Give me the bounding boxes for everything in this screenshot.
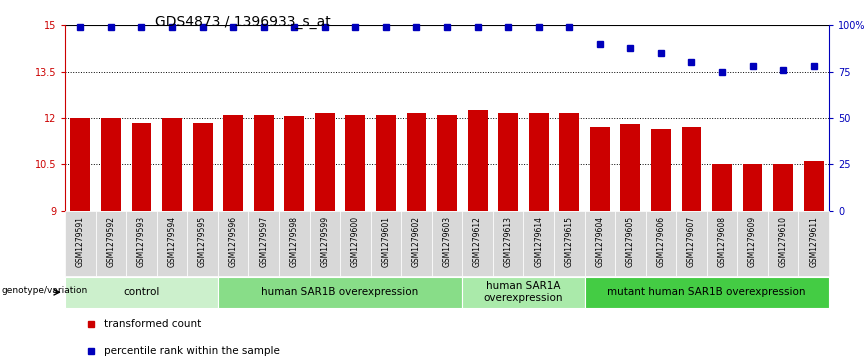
Bar xyxy=(406,113,426,211)
Bar xyxy=(468,110,488,211)
Bar xyxy=(681,127,701,211)
Bar xyxy=(340,211,371,276)
Bar xyxy=(279,211,310,276)
Bar xyxy=(315,113,335,211)
Bar xyxy=(65,277,218,308)
Text: GSM1279599: GSM1279599 xyxy=(320,216,329,267)
Bar xyxy=(157,211,187,276)
Text: percentile rank within the sample: percentile rank within the sample xyxy=(104,346,280,356)
Text: GSM1279608: GSM1279608 xyxy=(718,216,727,267)
Text: human SAR1B overexpression: human SAR1B overexpression xyxy=(261,287,418,297)
Text: GSM1279615: GSM1279615 xyxy=(565,216,574,267)
Text: GSM1279607: GSM1279607 xyxy=(687,216,696,267)
Bar xyxy=(248,211,279,276)
Text: GSM1279592: GSM1279592 xyxy=(107,216,115,267)
Text: GSM1279595: GSM1279595 xyxy=(198,216,207,267)
Text: GSM1279602: GSM1279602 xyxy=(412,216,421,267)
Text: GSM1279596: GSM1279596 xyxy=(228,216,238,267)
Bar xyxy=(523,211,554,276)
Bar xyxy=(646,211,676,276)
Bar xyxy=(773,164,793,211)
Bar xyxy=(376,115,396,211)
Bar xyxy=(345,115,365,211)
Text: human SAR1A
overexpression: human SAR1A overexpression xyxy=(483,281,563,303)
Bar xyxy=(70,118,90,211)
Bar xyxy=(651,129,671,211)
Text: transformed count: transformed count xyxy=(104,319,201,329)
Text: GSM1279593: GSM1279593 xyxy=(137,216,146,267)
Text: control: control xyxy=(123,287,160,297)
Text: GSM1279598: GSM1279598 xyxy=(290,216,299,267)
Bar xyxy=(590,127,609,211)
Bar xyxy=(615,211,646,276)
Text: GSM1279614: GSM1279614 xyxy=(534,216,543,267)
Text: GDS4873 / 1396933_s_at: GDS4873 / 1396933_s_at xyxy=(155,15,331,29)
Bar xyxy=(676,211,707,276)
Bar xyxy=(498,113,518,211)
Bar xyxy=(737,211,768,276)
Text: GSM1279604: GSM1279604 xyxy=(595,216,604,267)
Bar xyxy=(101,118,121,211)
Bar xyxy=(437,115,457,211)
Text: genotype/variation: genotype/variation xyxy=(1,286,88,295)
Text: mutant human SAR1B overexpression: mutant human SAR1B overexpression xyxy=(608,287,806,297)
Bar xyxy=(584,277,829,308)
Bar xyxy=(285,117,304,211)
Bar xyxy=(554,211,584,276)
Bar xyxy=(132,123,151,211)
Bar xyxy=(463,277,584,308)
Bar xyxy=(193,123,213,211)
Text: GSM1279610: GSM1279610 xyxy=(779,216,787,267)
Text: GSM1279591: GSM1279591 xyxy=(76,216,85,267)
Bar xyxy=(187,211,218,276)
Bar xyxy=(95,211,126,276)
Bar xyxy=(310,211,340,276)
Text: GSM1279609: GSM1279609 xyxy=(748,216,757,267)
Bar xyxy=(529,113,549,211)
Bar xyxy=(712,164,732,211)
Bar xyxy=(768,211,799,276)
Bar xyxy=(743,164,762,211)
Bar xyxy=(65,211,95,276)
Text: GSM1279606: GSM1279606 xyxy=(656,216,666,267)
Text: GSM1279612: GSM1279612 xyxy=(473,216,482,267)
Bar xyxy=(431,211,463,276)
Text: GSM1279603: GSM1279603 xyxy=(443,216,451,267)
Bar xyxy=(253,115,273,211)
Bar xyxy=(371,211,401,276)
Bar xyxy=(559,113,579,211)
Bar xyxy=(218,277,463,308)
Bar xyxy=(621,124,641,211)
Bar xyxy=(401,211,431,276)
Text: GSM1279594: GSM1279594 xyxy=(168,216,176,267)
Text: GSM1279600: GSM1279600 xyxy=(351,216,360,267)
Bar xyxy=(126,211,157,276)
Bar xyxy=(493,211,523,276)
Bar xyxy=(162,118,182,211)
Text: GSM1279605: GSM1279605 xyxy=(626,216,635,267)
Bar xyxy=(799,211,829,276)
Text: GSM1279597: GSM1279597 xyxy=(260,216,268,267)
Bar xyxy=(584,211,615,276)
Text: GSM1279613: GSM1279613 xyxy=(503,216,513,267)
Bar xyxy=(463,211,493,276)
Bar xyxy=(223,115,243,211)
Text: GSM1279601: GSM1279601 xyxy=(381,216,391,267)
Bar xyxy=(707,211,737,276)
Bar xyxy=(804,161,824,211)
Bar xyxy=(218,211,248,276)
Text: GSM1279611: GSM1279611 xyxy=(809,216,819,267)
